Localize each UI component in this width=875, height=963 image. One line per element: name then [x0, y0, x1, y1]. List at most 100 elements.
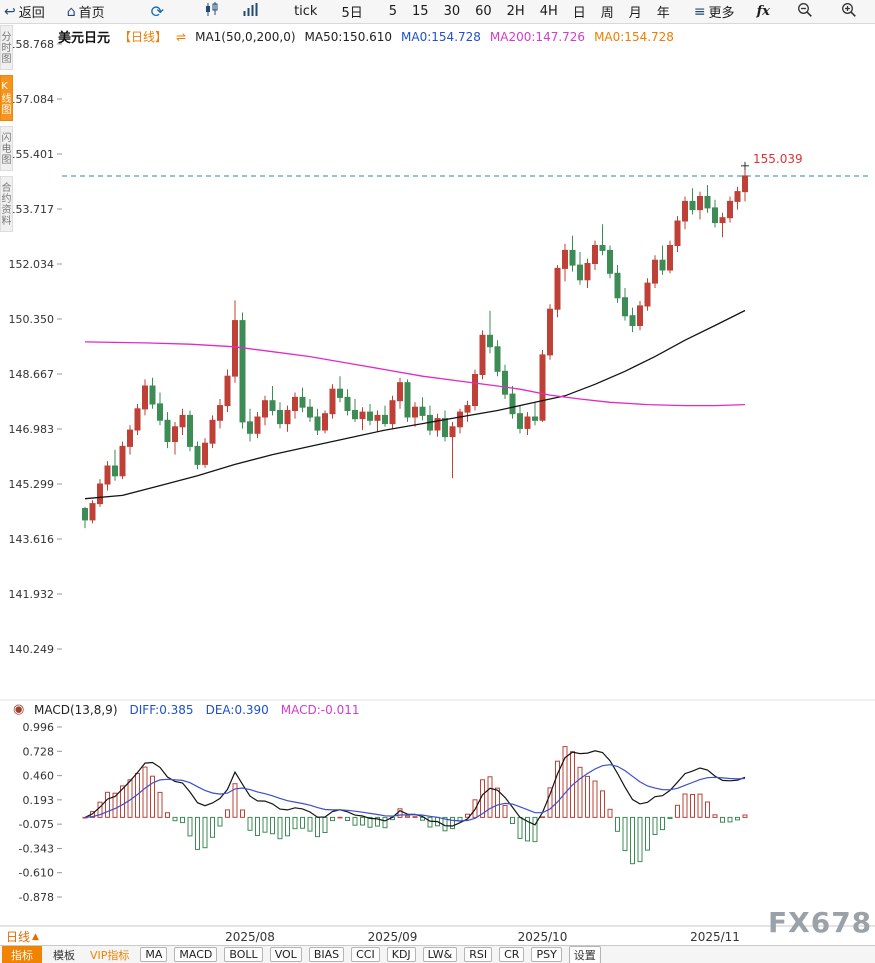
macd-formula: MACD(13,8,9): [34, 703, 118, 717]
indicator-button-bias[interactable]: BIAS: [308, 947, 345, 962]
period-60min-button[interactable]: 60: [475, 4, 492, 19]
menu-icon: ≡: [693, 3, 706, 20]
x-axis-months: 2025/08 2025/09 2025/10 2025/11: [225, 930, 740, 944]
period-30min-button[interactable]: 30: [443, 4, 461, 19]
left-sidebar: 分时图 K线图 闪电图 合约资料: [0, 25, 14, 232]
macd-diff-value: DIFF:0.385: [129, 703, 194, 717]
ma-line-MA50: [84, 309, 746, 500]
svg-text:-0.610: -0.610: [19, 867, 54, 880]
indicator-button-rsi[interactable]: RSI: [464, 947, 493, 962]
tab-indicator[interactable]: 指标: [2, 945, 42, 963]
svg-text:0.460: 0.460: [23, 770, 55, 783]
svg-text:2025/11: 2025/11: [690, 930, 740, 944]
period-month-button[interactable]: 月: [628, 6, 642, 21]
indicator-button-psy[interactable]: PSY: [531, 947, 562, 962]
ma50-value: MA50:150.610: [304, 29, 393, 44]
indicator-button-kdj[interactable]: KDJ: [386, 947, 416, 962]
tab-vip-indicator[interactable]: VIP指标: [90, 948, 130, 962]
svg-text:145.299: 145.299: [9, 478, 55, 491]
period-selector-dropdown[interactable]: 日线 ▲: [6, 930, 39, 944]
period-2h-button[interactable]: 2H: [506, 4, 525, 19]
indicator-button-ma[interactable]: MA: [140, 947, 168, 962]
home-icon: ⌂: [66, 3, 76, 20]
zoom-out-button[interactable]: [797, 2, 813, 22]
svg-text:141.932: 141.932: [9, 588, 55, 601]
svg-text:158.768: 158.768: [9, 38, 55, 51]
period-week-button[interactable]: 周: [600, 6, 614, 21]
svg-text:146.983: 146.983: [9, 423, 55, 436]
period-4h-button[interactable]: 4H: [539, 4, 558, 19]
period-day-button[interactable]: 日: [572, 6, 586, 21]
bottom-toolbar: 指标 模板 VIP指标 MA MACD BOLL VOL BIAS CCI KD…: [0, 945, 875, 963]
back-icon: ↩: [4, 3, 16, 20]
tab-template[interactable]: 模板: [53, 948, 75, 962]
sidebar-item-lightning-chart[interactable]: 闪电图: [0, 126, 13, 171]
svg-text:0.193: 0.193: [23, 794, 55, 807]
ma200-value: MA200:147.726: [489, 29, 586, 44]
svg-text:2025/09: 2025/09: [368, 930, 418, 944]
ma-formula: MA1(50,0,200,0): [195, 29, 296, 44]
bars-icon: [242, 2, 258, 21]
period-tick-button[interactable]: tick: [294, 4, 318, 19]
macd-header: MACD(13,8,9) DIFF:0.385 DEA:0.390 MACD:-…: [34, 703, 360, 717]
top-toolbar: ↩ 返回 ⌂ 首页 ⟳ tick 5日 5 15 30 60 2H 4H 日: [0, 0, 875, 24]
macd-dea-line: [84, 764, 746, 822]
home-label: 首页: [78, 6, 105, 21]
macd-dea-value: DEA:0.390: [205, 703, 269, 717]
last-high-price-label: 155.039: [753, 152, 803, 166]
svg-text:0.996: 0.996: [23, 721, 55, 734]
refresh-button[interactable]: ⟳: [151, 2, 164, 21]
indicator-button-cci[interactable]: CCI: [351, 947, 380, 962]
svg-text:148.667: 148.667: [9, 368, 55, 381]
sidebar-item-contract-info[interactable]: 合约资料: [0, 176, 13, 232]
svg-text:150.350: 150.350: [9, 313, 55, 326]
svg-text:-0.878: -0.878: [19, 891, 54, 904]
formula-fx-button[interactable]: fx: [756, 4, 770, 19]
candle-chart-type-button[interactable]: [204, 2, 220, 21]
indicator-button-macd[interactable]: MACD: [174, 947, 218, 962]
zoom-in-icon: [841, 2, 857, 22]
svg-text:140.249: 140.249: [9, 643, 55, 656]
chart-watermark: FX678: [768, 906, 873, 939]
ma0-value-blue: MA0:154.728: [401, 29, 481, 44]
dropdown-up-icon: ▲: [32, 931, 39, 942]
indicator-button-boll[interactable]: BOLL: [224, 947, 263, 962]
period-buttons: 5 15 30 60 2H 4H 日 周 月 年: [389, 2, 670, 21]
home-button[interactable]: ⌂ 首页: [66, 2, 105, 22]
svg-text:-0.075: -0.075: [19, 818, 54, 831]
period-tag: 【日线】: [119, 30, 168, 44]
sidebar-item-candle-chart[interactable]: K线图: [0, 75, 13, 121]
indicator-button-vol[interactable]: VOL: [269, 947, 302, 962]
period-5day-button[interactable]: 5日: [341, 6, 363, 21]
more-button[interactable]: ≡ 更多: [693, 3, 735, 22]
svg-text:143.616: 143.616: [9, 533, 55, 546]
volume-chart-type-button[interactable]: [242, 2, 258, 21]
svg-text:153.717: 153.717: [9, 203, 55, 216]
settings-button[interactable]: 设置: [568, 945, 601, 963]
back-label: 返回: [18, 6, 45, 21]
indicator-settings-icon[interactable]: ◉: [13, 702, 25, 717]
zoom-in-button[interactable]: [841, 2, 857, 22]
svg-text:2025/10: 2025/10: [518, 930, 568, 944]
period-5min-button[interactable]: 5: [388, 4, 398, 19]
macd-value: MACD:-0.011: [280, 703, 360, 717]
indicator-button-lw[interactable]: LW&: [422, 947, 458, 962]
price-axis: 158.768 157.084 155.401 153.717 152.034 150.3…: [9, 38, 62, 656]
period-year-button[interactable]: 年: [656, 6, 670, 21]
ma-line-MA200: [84, 341, 746, 407]
ma0-value-orange: MA0:154.728: [594, 29, 674, 44]
svg-text:0.728: 0.728: [23, 745, 55, 758]
svg-text:2025/08: 2025/08: [225, 930, 275, 944]
period-15min-button[interactable]: 15: [412, 4, 429, 19]
sidebar-item-time-chart[interactable]: 分时图: [0, 25, 13, 70]
swap-icon[interactable]: ⇌: [176, 29, 187, 44]
candles-layer: [82, 165, 748, 529]
macd-histogram: [82, 746, 748, 865]
indicator-button-cr[interactable]: CR: [499, 947, 525, 962]
back-button[interactable]: ↩ 返回: [4, 2, 45, 22]
candlestick-icon: [204, 2, 220, 21]
zoom-out-icon: [797, 2, 813, 22]
svg-text:152.034: 152.034: [9, 258, 55, 271]
symbol-header: 美元日元 【日线】 ⇌ MA1(50,0,200,0) MA50:150.610…: [58, 27, 674, 47]
